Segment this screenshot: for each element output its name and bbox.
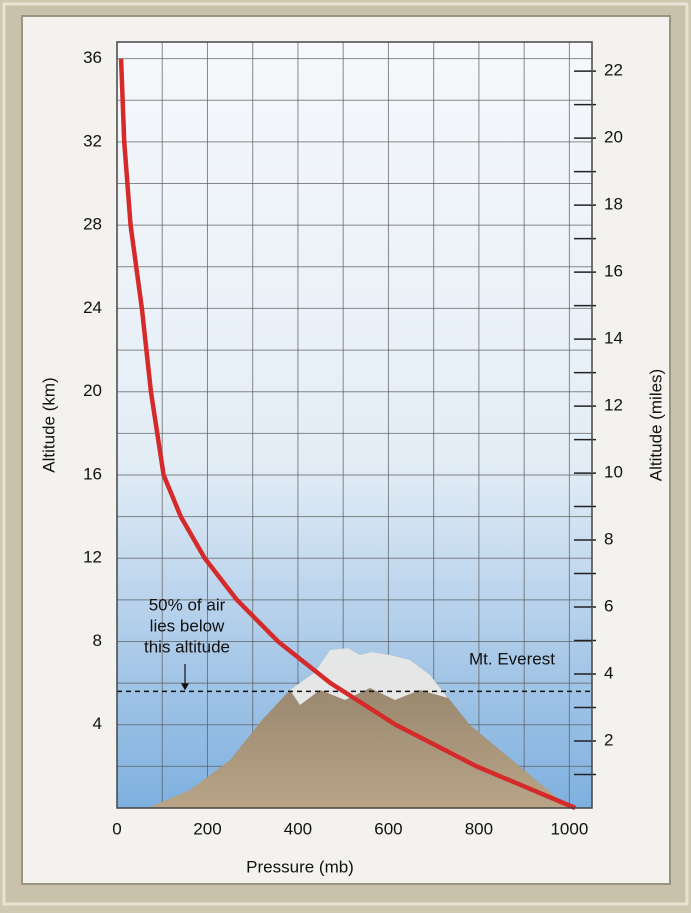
arrow-head: [181, 683, 189, 691]
y-tick-label: 36: [83, 48, 102, 67]
x-tick-label: 0: [112, 819, 121, 838]
y-tick-label: 12: [83, 548, 102, 567]
y-tick-label: 4: [93, 714, 102, 733]
y-axis-label: Altitude (km): [39, 377, 58, 472]
x-tick-label: 200: [193, 819, 221, 838]
y2-tick-label: 18: [604, 195, 623, 214]
y2-tick-label: 16: [604, 262, 623, 281]
x-tick-label: 1000: [550, 819, 588, 838]
y-tick-label: 8: [93, 631, 102, 650]
plot-border: [116, 41, 593, 809]
y-tick-label: 28: [83, 215, 102, 234]
y2-tick-label: 12: [604, 396, 623, 415]
x-tick-label: 800: [465, 819, 493, 838]
y2-tick-label: 4: [604, 664, 613, 683]
y2-tick-label: 20: [604, 128, 623, 147]
mountain: [148, 648, 575, 808]
y2-tick-label: 6: [604, 597, 613, 616]
x-tick-label: 600: [374, 819, 402, 838]
y2-tick-label: 10: [604, 463, 623, 482]
y2-tick-label: 2: [604, 730, 613, 749]
x-tick-label: 400: [284, 819, 312, 838]
line: [118, 58, 577, 811]
annotation: Mt. Everest: [469, 649, 555, 668]
reference-label: lies below: [150, 616, 225, 635]
y2-tick-label: 8: [604, 530, 613, 549]
x-axis-label: Pressure (mb): [246, 857, 354, 876]
y-tick-label: 24: [83, 298, 102, 317]
y2-tick-label: 22: [604, 61, 623, 80]
y2-tick-label: 14: [604, 329, 623, 348]
y2-axis-label: Altitude (miles): [646, 369, 665, 481]
y-tick-label: 16: [83, 464, 102, 483]
y-tick-label: 32: [83, 131, 102, 150]
reference-label: 50% of air: [149, 595, 226, 614]
y-tick-label: 20: [83, 381, 102, 400]
reference-label: this altitude: [144, 637, 230, 656]
